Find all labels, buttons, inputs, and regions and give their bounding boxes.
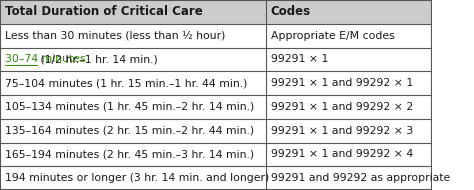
Text: 99291 and 99292 as appropriate: 99291 and 99292 as appropriate (271, 173, 450, 183)
Text: 99291 × 1 and 99292 × 4: 99291 × 1 and 99292 × 4 (271, 149, 413, 159)
Text: 99291 × 1 and 99292 × 3: 99291 × 1 and 99292 × 3 (271, 126, 413, 136)
Bar (265, 24, 432, 48)
Bar (265, 142, 432, 166)
Bar (0, 119, 265, 142)
Text: Total Duration of Critical Care: Total Duration of Critical Care (5, 5, 203, 18)
Bar (0, 142, 265, 166)
Text: 99291 × 1: 99291 × 1 (271, 54, 328, 64)
Bar (0, 0, 265, 24)
Bar (0, 95, 265, 119)
Text: 99291 × 1 and 99292 × 2: 99291 × 1 and 99292 × 2 (271, 102, 413, 112)
Bar (265, 0, 432, 24)
Bar (265, 48, 432, 71)
Text: 30–74 minutes: 30–74 minutes (5, 54, 86, 64)
Text: Appropriate E/M codes: Appropriate E/M codes (271, 31, 394, 41)
Text: 135–164 minutes (2 hr. 15 min.–2 hr. 44 min.): 135–164 minutes (2 hr. 15 min.–2 hr. 44 … (5, 126, 255, 136)
Bar (265, 71, 432, 95)
Text: 75–104 minutes (1 hr. 15 min.–1 hr. 44 min.): 75–104 minutes (1 hr. 15 min.–1 hr. 44 m… (5, 78, 247, 88)
Bar (265, 166, 432, 190)
Bar (0, 71, 265, 95)
Text: Codes: Codes (271, 5, 311, 18)
Text: 165–194 minutes (2 hr. 45 min.–3 hr. 14 min.): 165–194 minutes (2 hr. 45 min.–3 hr. 14 … (5, 149, 255, 159)
Bar (0, 24, 265, 48)
Text: (1/2 hr.–1 hr. 14 min.): (1/2 hr.–1 hr. 14 min.) (37, 54, 158, 64)
Text: Less than 30 minutes (less than ½ hour): Less than 30 minutes (less than ½ hour) (5, 31, 226, 41)
Bar (0, 166, 265, 190)
Bar (265, 119, 432, 142)
Text: 99291 × 1 and 99292 × 1: 99291 × 1 and 99292 × 1 (271, 78, 413, 88)
Text: 105–134 minutes (1 hr. 45 min.–2 hr. 14 min.): 105–134 minutes (1 hr. 45 min.–2 hr. 14 … (5, 102, 255, 112)
Text: 194 minutes or longer (3 hr. 14 min. and longer): 194 minutes or longer (3 hr. 14 min. and… (5, 173, 269, 183)
Bar (0, 48, 265, 71)
Bar (265, 95, 432, 119)
